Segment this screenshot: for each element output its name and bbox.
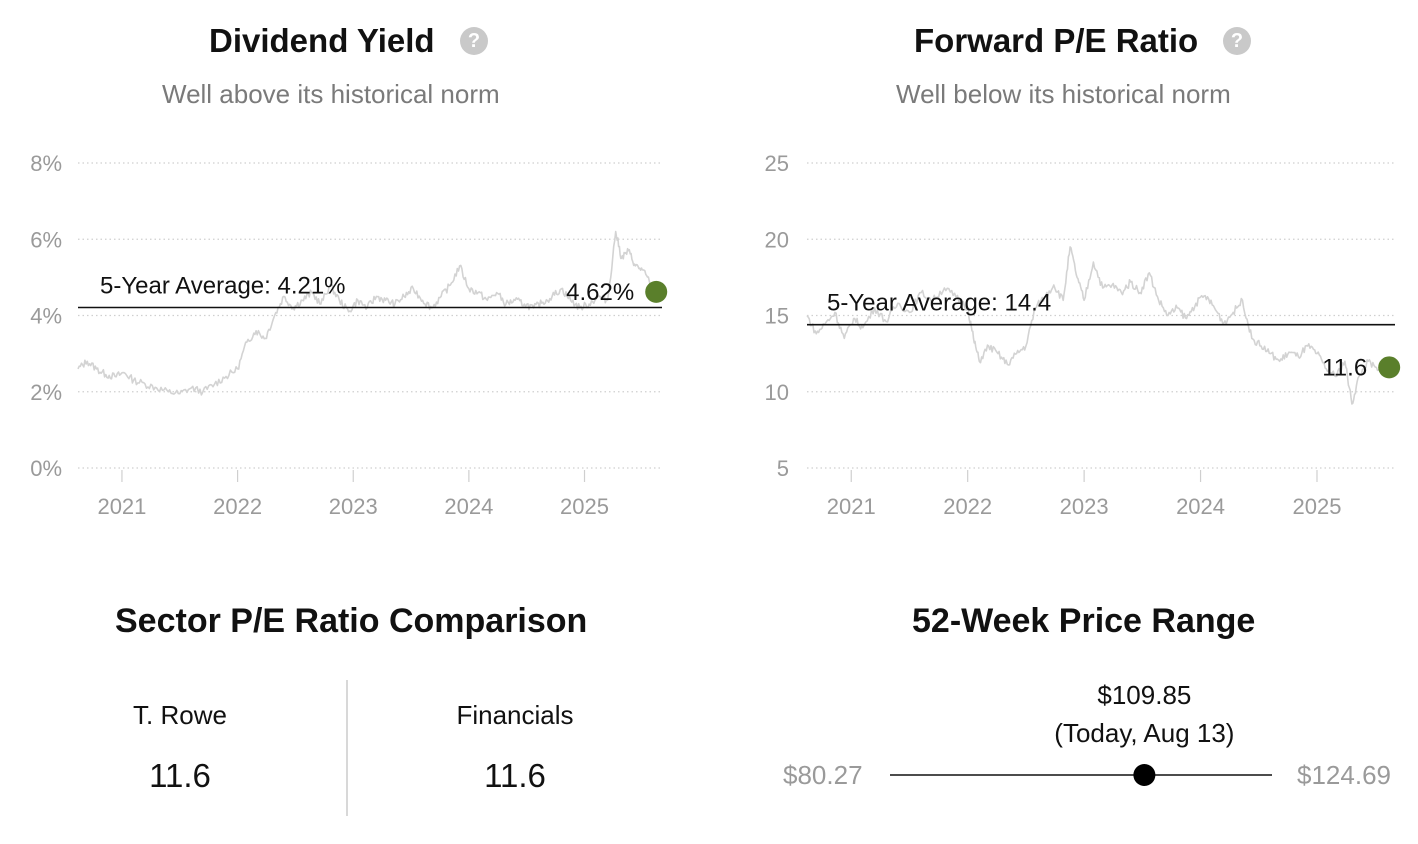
- y-tick-label: 25: [765, 151, 789, 176]
- forward-pe-title: Forward P/E Ratio: [914, 22, 1199, 59]
- x-tick-label: 2022: [213, 494, 262, 519]
- question-circle-icon[interactable]: ?: [1223, 27, 1251, 55]
- y-tick-label: 6%: [30, 227, 62, 252]
- x-tick-label: 2023: [329, 494, 378, 519]
- current-price-marker: [1133, 764, 1156, 786]
- forward-pe-subtitle: Well below its historical norm: [896, 79, 1231, 109]
- y-tick-label: 0%: [30, 456, 62, 481]
- x-tick-label: 2023: [1060, 494, 1109, 519]
- series-line: [806, 246, 1390, 405]
- current-price: $109.85: [1097, 680, 1192, 710]
- y-tick-label: 20: [765, 227, 789, 252]
- dividend-yield-chart: 0% 2% 4% 6% 8% 2021 2022 2023 2024 2025 5-Year Ave…: [30, 151, 668, 519]
- y-tick-label: 15: [765, 304, 789, 329]
- price-range-track: [890, 764, 1272, 786]
- average-label: 5-Year Average: 4.21%: [100, 272, 346, 299]
- current-price-date: (Today, Aug 13): [1054, 718, 1235, 748]
- company-label: T. Rowe: [133, 700, 227, 730]
- current-marker: [645, 280, 668, 303]
- company-pe-value: 11.6: [149, 757, 211, 794]
- price-range-title: 52-Week Price Range: [912, 602, 1256, 640]
- range-low: $80.27: [783, 760, 863, 790]
- y-tick-label: 2%: [30, 380, 62, 405]
- x-tick-label: 2022: [943, 494, 992, 519]
- sector-label: Financials: [456, 700, 574, 730]
- dividend-yield-subtitle: Well above its historical norm: [162, 79, 500, 109]
- x-tick-label: 2024: [1176, 494, 1225, 519]
- x-tick-label: 2024: [444, 494, 493, 519]
- current-value-label: 4.62%: [566, 279, 634, 306]
- current-value-label: 11.6: [1322, 354, 1367, 381]
- average-label: 5-Year Average: 14.4: [827, 290, 1051, 317]
- y-tick-label: 8%: [30, 151, 62, 176]
- current-marker: [1378, 356, 1401, 379]
- x-tick-label: 2025: [1293, 494, 1342, 519]
- range-high: $124.69: [1297, 760, 1391, 790]
- y-tick-label: 4%: [30, 304, 62, 329]
- y-tick-label: 10: [765, 380, 789, 405]
- dividend-yield-title: Dividend Yield: [209, 22, 435, 59]
- sector-comparison-title: Sector P/E Ratio Comparison: [115, 602, 588, 640]
- x-tick-label: 2025: [560, 494, 609, 519]
- sector-pe-value: 11.6: [484, 757, 546, 794]
- y-tick-label: 5: [777, 456, 789, 481]
- comparison-divider: [346, 680, 348, 816]
- question-circle-icon[interactable]: ?: [460, 27, 488, 55]
- x-tick-label: 2021: [827, 494, 876, 519]
- x-tick-label: 2021: [97, 494, 146, 519]
- series-line: [77, 230, 657, 396]
